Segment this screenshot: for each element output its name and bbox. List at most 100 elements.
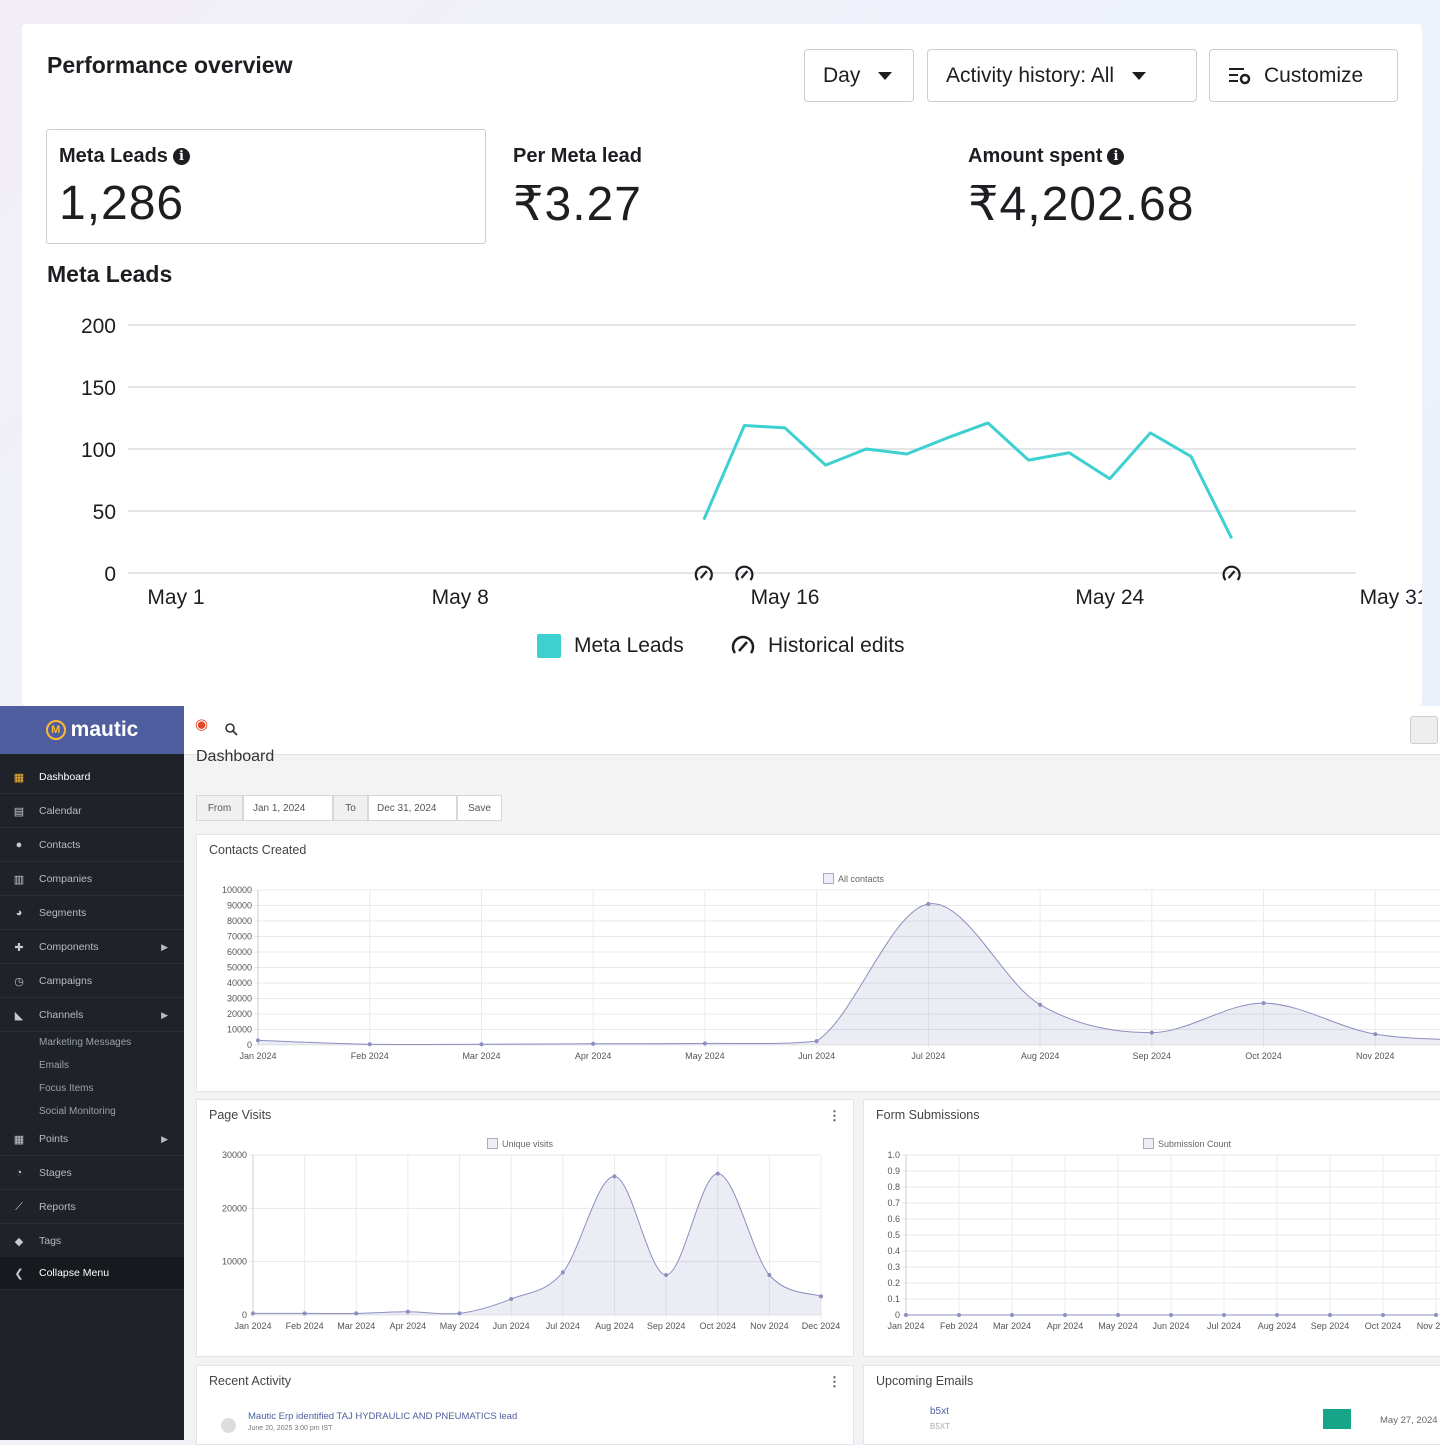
sidebar-item-campaigns[interactable]: ◷ Campaigns [0, 965, 184, 998]
meta-leads-chart: 0 50 100 150 200 May 1 May 8 May 16 May 24 May 31 [81, 315, 1422, 609]
meta-leads-value: 1,286 [59, 177, 185, 230]
data-point [767, 1273, 772, 1277]
sidebar-item-segments[interactable]: ◕ Segments [0, 897, 184, 930]
line-chart-icon: ⟋ [15, 1200, 23, 1213]
pie-icon: ◕ [15, 907, 23, 919]
info-icon[interactable]: i [1107, 148, 1125, 165]
puzzle-icon: ✚ [14, 941, 24, 954]
y-tick-label: 80000 [227, 916, 252, 926]
historical-edit-icon [731, 635, 755, 654]
activity-history-dropdown[interactable]: Activity history: All [927, 49, 1197, 102]
x-tick-label: Feb 2024 [286, 1321, 324, 1331]
day-dropdown[interactable]: Day [804, 49, 914, 102]
legend-swatch [537, 634, 561, 658]
legend-historical-edits[interactable]: Historical edits [730, 634, 905, 658]
x-tick-label: May 16 [751, 586, 820, 609]
historical-edit-marker [694, 565, 713, 581]
data-point [904, 1313, 908, 1317]
date-to-input[interactable]: Dec 31, 2024 [368, 795, 457, 821]
data-point [957, 1313, 961, 1317]
per-meta-lead-value: ₹3.27 [513, 178, 642, 231]
sidebar-item-companies[interactable]: ▥ Companies [0, 863, 184, 896]
series-area [258, 903, 1440, 1045]
data-point [405, 1309, 410, 1314]
sidebar-item-label: Components [39, 941, 99, 953]
sidebar-item-reports[interactable]: ⟋ Reports [0, 1191, 184, 1224]
legend-meta-leads[interactable]: Meta Leads [537, 634, 684, 658]
sidebar-item-calendar[interactable]: ▤ Calendar [0, 795, 184, 828]
data-point [479, 1042, 484, 1047]
kebab-menu-icon[interactable]: ⋮ [828, 1374, 841, 1389]
x-tick-label: Aug 2024 [595, 1321, 634, 1331]
sidebar-item-channels[interactable]: ◣ Channels ▶ [0, 999, 184, 1032]
legend-submission-count[interactable]: Submission Count [1143, 1138, 1231, 1149]
y-tick-label: 30000 [222, 1150, 247, 1160]
notification-icon[interactable]: ◉ [195, 716, 209, 733]
data-point [354, 1311, 359, 1316]
data-point [560, 1270, 565, 1275]
sidebar-subitem-social-monitoring[interactable]: Social Monitoring [39, 1106, 116, 1117]
customize-icon [1229, 67, 1251, 84]
contacts-created-panel: Contacts Created All contacts 0 10000 2000… [196, 834, 1440, 1092]
sidebar-item-contacts[interactable]: ● Contacts [0, 829, 184, 862]
series-line-meta-leads [702, 421, 1233, 539]
caret-down-icon [878, 71, 893, 80]
search-icon[interactable] [225, 723, 238, 736]
y-tick-label: 0 [895, 1310, 900, 1320]
chevron-left-icon: ❮ [14, 1267, 24, 1280]
meta-leads-metric-box[interactable] [46, 129, 486, 244]
activity-time: June 20, 2025 3:00 pm IST [248, 1425, 333, 1432]
data-point [1063, 1313, 1067, 1317]
sidebar-subitem-marketing-messages[interactable]: Marketing Messages [39, 1037, 132, 1048]
save-button[interactable]: Save [457, 795, 502, 821]
page-title: Dashboard [196, 748, 275, 765]
sidebar-item-label: Channels [39, 1009, 84, 1021]
activity-text[interactable]: Mautic Erp identified TAJ HYDRAULIC AND … [248, 1411, 518, 1422]
collapse-menu-button[interactable]: ❮ Collapse Menu [0, 1257, 184, 1290]
data-point [1169, 1313, 1173, 1317]
y-tick-label: 0.8 [887, 1182, 900, 1192]
customize-button[interactable]: Customize [1209, 49, 1398, 102]
x-tick-label: May 8 [432, 586, 489, 609]
email-status-badge [1323, 1409, 1351, 1429]
amount-spent-label: Amount spent i [968, 145, 1125, 168]
y-tick-label: 40000 [227, 978, 252, 988]
performance-card: Performance overview Day Activity histor… [22, 24, 1422, 706]
sidebar-item-label: Calendar [39, 805, 82, 817]
data-point [509, 1297, 514, 1301]
form-submissions-chart: 0 0.1 0.2 0.3 0.4 0.5 0.6 0.7 0.8 0.9 1.0 Jan 2024 F… [887, 1150, 1440, 1331]
chevron-right-icon: ▶ [161, 1133, 168, 1144]
legend-unique-visits[interactable]: Unique visits [487, 1138, 553, 1149]
email-name[interactable]: b5xt [930, 1406, 949, 1417]
sidebar-subitem-emails[interactable]: Emails [39, 1060, 70, 1071]
sidebar-item-points[interactable]: ▦ Points ▶ [0, 1123, 184, 1156]
legend-all-contacts[interactable]: All contacts [823, 873, 884, 884]
amount-spent-value: ₹4,202.68 [968, 178, 1195, 231]
sidebar-item-label: Campaigns [39, 975, 93, 987]
sidebar-item-dashboard[interactable]: ▦ Dashboard [0, 761, 184, 794]
sidebar-item-tags[interactable]: ◆ Tags [0, 1225, 184, 1258]
tag-icon: ◆ [14, 1235, 24, 1248]
x-tick-label: Nov 2024 [750, 1321, 789, 1331]
sidebar-item-components[interactable]: ✚ Components ▶ [0, 931, 184, 964]
x-tick-label: Jun 2024 [493, 1321, 530, 1331]
kebab-menu-icon[interactable]: ⋮ [828, 1108, 841, 1123]
y-tick-label: 0 [104, 563, 116, 586]
panel-title: Contacts Created [209, 843, 307, 857]
date-from-input[interactable]: Jan 1, 2024 [243, 795, 333, 821]
clock-icon: ◷ [14, 975, 24, 988]
x-tick-label: Sep 2024 [647, 1321, 686, 1331]
data-point [1381, 1313, 1385, 1317]
mautic-logo-icon: M [45, 720, 66, 740]
x-tick-label: Oct 2024 [699, 1321, 736, 1331]
legend-label: Historical edits [768, 634, 905, 657]
info-icon[interactable]: i [172, 148, 190, 165]
series-area [253, 1173, 821, 1315]
sidebar-item-stages[interactable]: ◔ Stages [0, 1157, 184, 1190]
data-point [1222, 1313, 1226, 1317]
topbar: ◉ [184, 706, 1440, 755]
sidebar-item-label: Stages [39, 1167, 72, 1179]
sidebar-subitem-focus-items[interactable]: Focus Items [39, 1083, 94, 1094]
avatar[interactable] [1410, 716, 1438, 744]
